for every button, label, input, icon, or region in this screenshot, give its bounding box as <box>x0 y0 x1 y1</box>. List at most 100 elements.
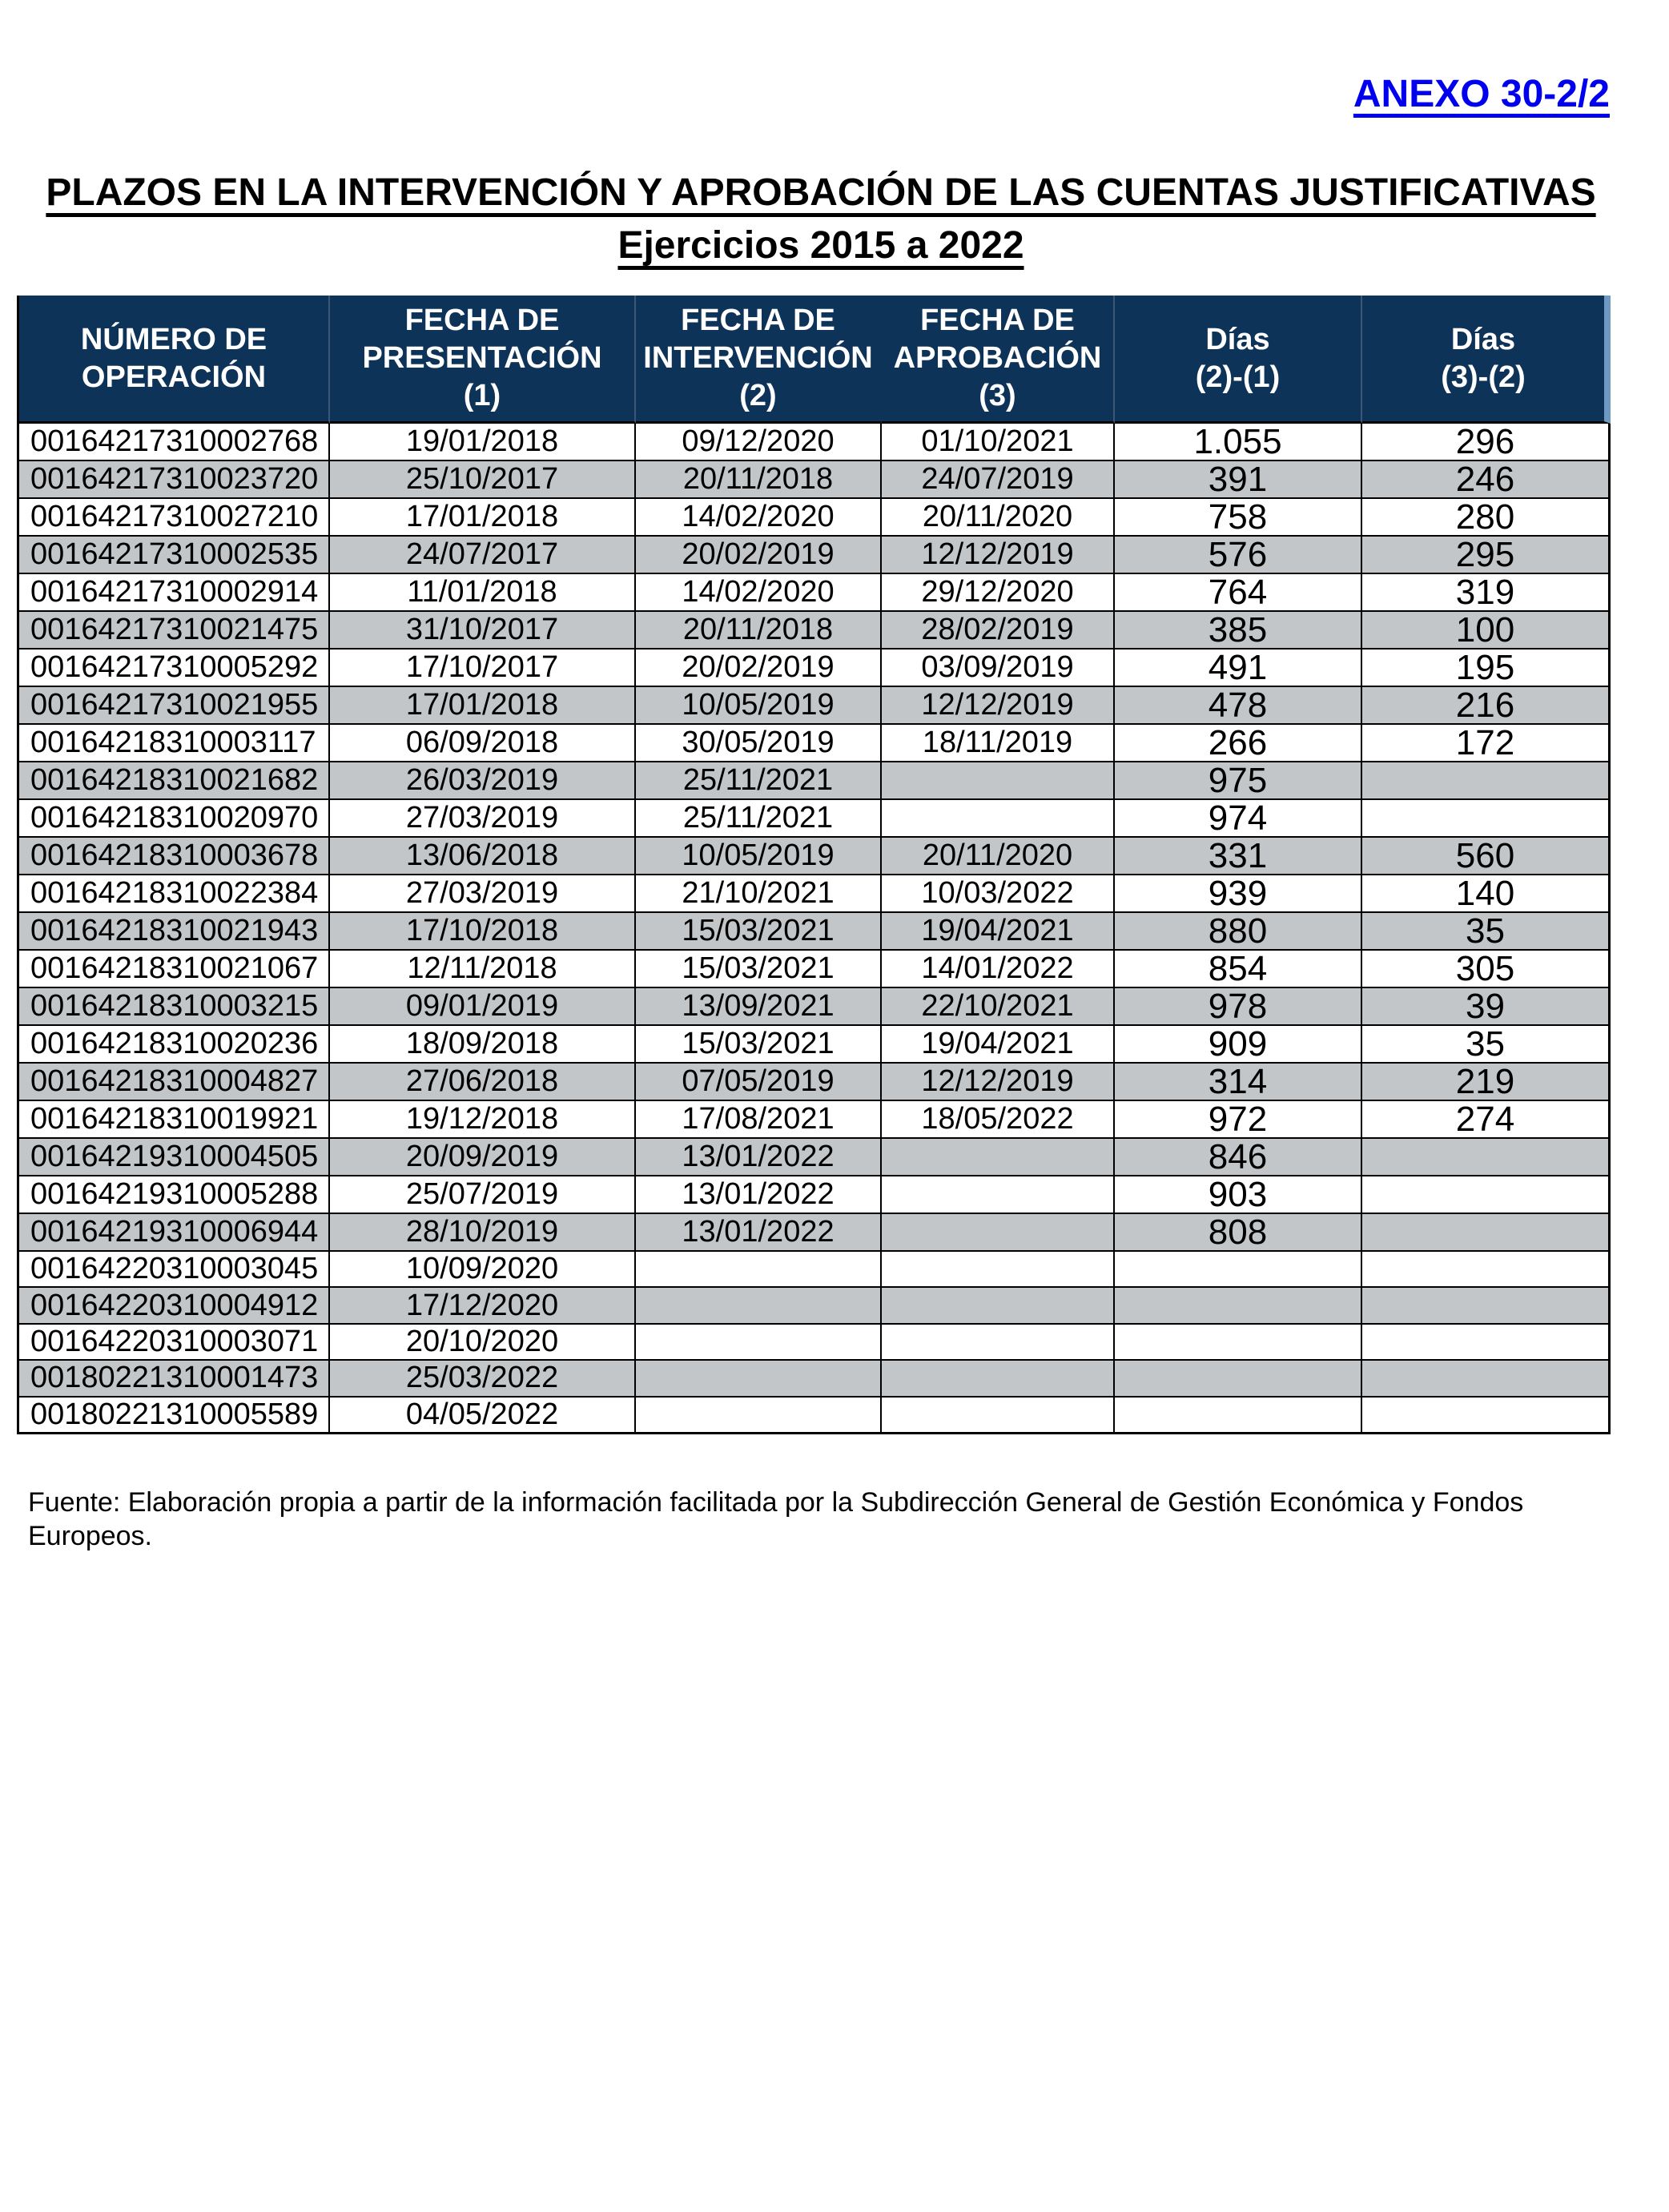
table-row: 00164218310022384 27/03/2019 21/10/2021 10/… <box>19 875 1611 913</box>
presentation-date-cell: 25/10/2017 <box>330 461 636 499</box>
operation-number-cell: 00164217310023720 <box>19 461 330 499</box>
days-2-1-cell: 391 <box>1115 461 1362 499</box>
table-row: 00164218310021943 17/10/2018 15/03/2021 19/… <box>19 913 1611 951</box>
days-2-1-cell: 1.055 <box>1115 424 1362 461</box>
intervention-date-cell: 20/11/2018 <box>636 612 882 650</box>
intervention-date-cell <box>636 1361 882 1398</box>
days-3-2-cell: 305 <box>1362 951 1611 988</box>
table-row: 00164220310003071 20/10/2020 <box>19 1324 1611 1361</box>
days-2-1-cell <box>1115 1288 1362 1325</box>
days-3-2-cell <box>1362 1361 1611 1398</box>
column-header-line: APROBACIÓN <box>893 341 1102 375</box>
approval-date-cell: 18/11/2019 <box>882 725 1115 762</box>
days-2-1-cell: 491 <box>1115 650 1362 687</box>
intervention-date-cell: 10/05/2019 <box>636 838 882 875</box>
days-3-2-cell: 280 <box>1362 499 1611 537</box>
approval-date-cell: 22/10/2021 <box>882 988 1115 1026</box>
operation-number-cell: 00164219310006944 <box>19 1214 330 1252</box>
approval-date-cell <box>882 1361 1115 1398</box>
days-3-2-cell <box>1362 1288 1611 1325</box>
days-3-2-cell <box>1362 1252 1611 1289</box>
table-row: 00164218310021067 12/11/2018 15/03/2021 14/… <box>19 951 1611 988</box>
operation-number-cell: 00164218310003678 <box>19 838 330 875</box>
operation-number-cell: 00164217310002914 <box>19 574 330 612</box>
presentation-date-cell: 27/06/2018 <box>330 1064 636 1101</box>
days-2-1-cell: 314 <box>1115 1064 1362 1101</box>
days-3-2-cell: 246 <box>1362 461 1611 499</box>
operation-number-cell: 00164218310019921 <box>19 1101 330 1139</box>
days-2-1-cell <box>1115 1397 1362 1434</box>
days-2-1-cell: 972 <box>1115 1101 1362 1139</box>
days-3-2-cell: 319 <box>1362 574 1611 612</box>
intervention-date-cell: 14/02/2020 <box>636 574 882 612</box>
table-row: 00164218310003215 09/01/2019 13/09/2021 22/… <box>19 988 1611 1026</box>
intervention-date-cell: 07/05/2019 <box>636 1064 882 1101</box>
column-header-line: INTERVENCIÓN <box>643 341 873 375</box>
presentation-date-cell: 04/05/2022 <box>330 1397 636 1434</box>
column-header-line: OPERACIÓN <box>81 360 267 394</box>
table-row: 00180221310005589 04/05/2022 <box>19 1397 1611 1434</box>
operation-number-cell: 00164220310003045 <box>19 1252 330 1289</box>
days-2-1-cell: 854 <box>1115 951 1362 988</box>
intervention-date-cell: 30/05/2019 <box>636 725 882 762</box>
days-2-1-cell: 880 <box>1115 913 1362 951</box>
column-header-line: Días <box>1205 322 1270 356</box>
operation-number-cell: 00164217310027210 <box>19 499 330 537</box>
table-row: 00164219310005288 25/07/2019 13/01/2022 903 <box>19 1176 1611 1214</box>
column-header-fecha-intervencion: FECHA DE INTERVENCIÓN (2) <box>636 296 882 424</box>
days-2-1-cell <box>1115 1252 1362 1289</box>
presentation-date-cell: 19/01/2018 <box>330 424 636 461</box>
operation-number-cell: 00164218310021943 <box>19 913 330 951</box>
intervention-date-cell: 13/09/2021 <box>636 988 882 1026</box>
days-3-2-cell: 140 <box>1362 875 1611 913</box>
table-row: 00164217310002914 11/01/2018 14/02/2020 29/… <box>19 574 1611 612</box>
column-header-line: (1) <box>463 379 501 412</box>
approval-date-cell <box>882 1397 1115 1434</box>
table-row: 00164217310002535 24/07/2017 20/02/2019 12/… <box>19 537 1611 574</box>
operation-number-cell: 00164220310004912 <box>19 1288 330 1325</box>
presentation-date-cell: 06/09/2018 <box>330 725 636 762</box>
operation-number-cell: 00164218310020970 <box>19 800 330 838</box>
title-line1: PLAZOS EN LA INTERVENCIÓN Y APROBACIÓN D… <box>46 171 1596 214</box>
approval-date-cell: 18/05/2022 <box>882 1101 1115 1139</box>
table-row: 00164218310003117 06/09/2018 30/05/2019 18/… <box>19 725 1611 762</box>
column-header-line: (3)-(2) <box>1441 360 1526 394</box>
days-2-1-cell: 478 <box>1115 687 1362 725</box>
table-row: 00164217310027210 17/01/2018 14/02/2020 20/… <box>19 499 1611 537</box>
table-header: NÚMERO DE OPERACIÓN FECHA DE PRESENTACIÓN (1… <box>19 296 1611 424</box>
days-2-1-cell: 903 <box>1115 1176 1362 1214</box>
table-row: 00164219310004505 20/09/2019 13/01/2022 846 <box>19 1139 1611 1176</box>
table-row: 00164220310003045 10/09/2020 <box>19 1252 1611 1289</box>
column-header-line: PRESENTACIÓN <box>362 341 602 375</box>
days-3-2-cell: 172 <box>1362 725 1611 762</box>
presentation-date-cell: 31/10/2017 <box>330 612 636 650</box>
table-row: 00164218310019921 19/12/2018 17/08/2021 18/… <box>19 1101 1611 1139</box>
operation-number-cell: 00164217310002768 <box>19 424 330 461</box>
intervention-date-cell: 15/03/2021 <box>636 1026 882 1064</box>
approval-date-cell <box>882 762 1115 800</box>
presentation-date-cell: 28/10/2019 <box>330 1214 636 1252</box>
table-row: 00164218310020970 27/03/2019 25/11/2021 974 <box>19 800 1611 838</box>
source-note: Fuente: Elaboración propia a partir de l… <box>28 1487 1524 1551</box>
table-row: 00164218310004827 27/06/2018 07/05/2019 12/… <box>19 1064 1611 1101</box>
presentation-date-cell: 17/01/2018 <box>330 499 636 537</box>
intervention-date-cell: 25/11/2021 <box>636 762 882 800</box>
approval-date-cell: 12/12/2019 <box>882 537 1115 574</box>
approval-date-cell: 28/02/2019 <box>882 612 1115 650</box>
table-row: 00164217310021475 31/10/2017 20/11/2018 28/… <box>19 612 1611 650</box>
approval-date-cell <box>882 800 1115 838</box>
intervention-date-cell: 17/08/2021 <box>636 1101 882 1139</box>
presentation-date-cell: 17/10/2017 <box>330 650 636 687</box>
plazos-table: NÚMERO DE OPERACIÓN FECHA DE PRESENTACIÓN (1… <box>17 296 1611 1434</box>
days-2-1-cell: 576 <box>1115 537 1362 574</box>
table-body: 00164217310002768 19/01/2018 09/12/2020 01/… <box>19 424 1611 1434</box>
approval-date-cell: 03/09/2019 <box>882 650 1115 687</box>
days-3-2-cell <box>1362 800 1611 838</box>
days-3-2-cell: 219 <box>1362 1064 1611 1101</box>
table-row: 00164218310003678 13/06/2018 10/05/2019 20/… <box>19 838 1611 875</box>
approval-date-cell: 12/12/2019 <box>882 687 1115 725</box>
days-3-2-cell <box>1362 1214 1611 1252</box>
operation-number-cell: 00164218310004827 <box>19 1064 330 1101</box>
presentation-date-cell: 17/01/2018 <box>330 687 636 725</box>
days-2-1-cell: 846 <box>1115 1139 1362 1176</box>
